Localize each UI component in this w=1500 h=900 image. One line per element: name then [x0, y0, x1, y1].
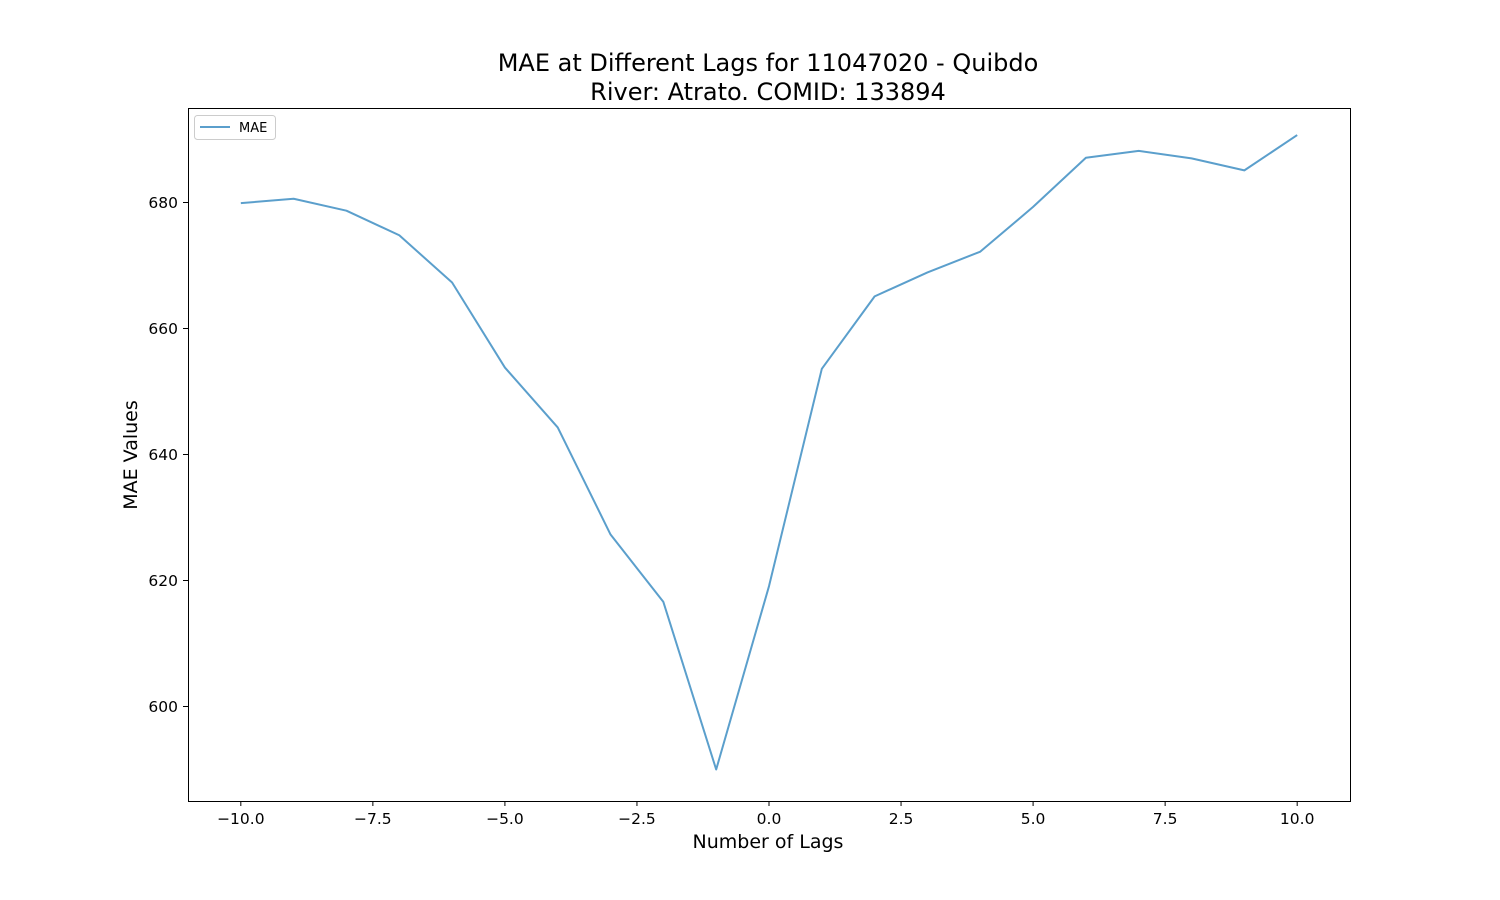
y-tick-label: 620 — [148, 572, 178, 590]
plot-area — [188, 108, 1351, 802]
legend: MAE — [194, 115, 276, 140]
x-tick-label: 0.0 — [757, 810, 782, 828]
x-tick-label: 7.5 — [1153, 810, 1178, 828]
x-tick-label: 10.0 — [1280, 810, 1315, 828]
legend-box — [194, 115, 276, 140]
y-tick-label: 640 — [148, 446, 178, 464]
x-axis: −10.0 −7.5 −5.0 −2.5 0.0 2.5 5.0 7.5 10.0 — [217, 801, 1314, 828]
x-tick-label: −5.0 — [486, 810, 524, 828]
series-lines — [240, 134, 1298, 771]
y-tick-label: 680 — [148, 194, 178, 212]
y-axis: 600 620 640 660 680 — [148, 194, 188, 716]
x-tick-label: 2.5 — [889, 810, 914, 828]
x-tick-label: −2.5 — [618, 810, 656, 828]
x-axis-label: Number of Lags — [693, 831, 844, 853]
chart-title: MAE at Different Lags for 11047020 - Qui… — [498, 49, 1039, 77]
y-tick-label: 660 — [148, 320, 178, 338]
series-line-mae — [240, 134, 1298, 771]
y-tick-label: 600 — [148, 698, 178, 716]
plot-frame — [188, 108, 1351, 802]
legend-label: MAE — [239, 121, 267, 136]
y-axis-label: MAE Values — [120, 400, 142, 510]
x-tick-label: 5.0 — [1021, 810, 1046, 828]
chart-subtitle: River: Atrato. COMID: 133894 — [590, 78, 946, 106]
x-tick-label: −7.5 — [354, 810, 392, 828]
x-tick-label: −10.0 — [217, 810, 265, 828]
